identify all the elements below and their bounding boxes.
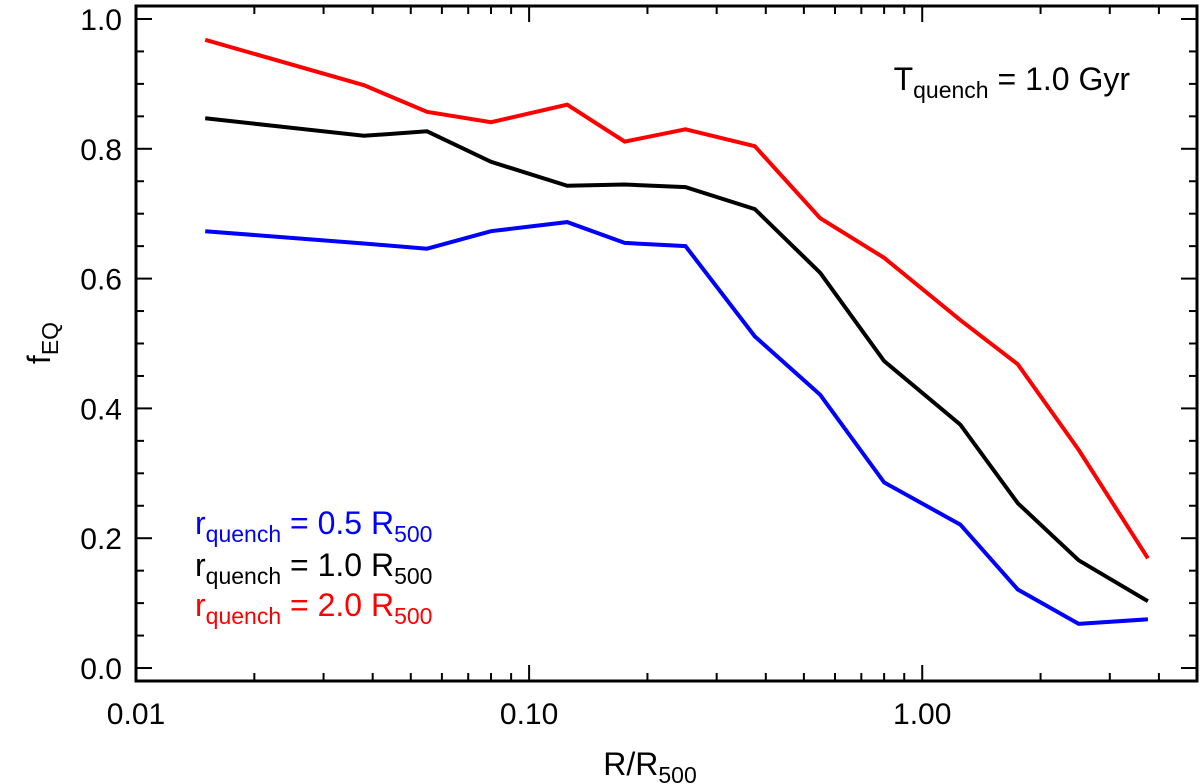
x-tick-label: 0.10 bbox=[500, 698, 558, 731]
y-tick-label: 0.6 bbox=[80, 264, 122, 297]
series-lines bbox=[204, 37, 1150, 626]
x-axis-label: R/R500 bbox=[603, 746, 696, 784]
legend-entry-red: rquench = 2.0 R500 bbox=[195, 587, 432, 629]
x-tick-label: 0.01 bbox=[107, 698, 165, 731]
series-line-blue bbox=[205, 220, 1149, 626]
y-tick-label: 1.0 bbox=[80, 4, 122, 37]
plot-frame bbox=[134, 4, 1199, 683]
tick-labels: 0.01 0.10 1.00 0.0 0.2 0.4 0.6 0.8 1.0 bbox=[80, 4, 951, 731]
series-line-black bbox=[204, 116, 1149, 603]
y-tick-label: 0.4 bbox=[80, 393, 122, 426]
legend-entry-black: rquench = 1.0 R500 bbox=[195, 547, 432, 589]
quench-time-annotation: Tquench = 1.0 Gyr bbox=[894, 61, 1131, 103]
x-tick-label: 1.00 bbox=[893, 698, 951, 731]
y-tick-label: 0.8 bbox=[80, 134, 122, 167]
y-tick-label: 0.0 bbox=[80, 653, 122, 686]
legend-entry-blue: rquench = 0.5 R500 bbox=[195, 505, 432, 547]
series-line-red bbox=[204, 37, 1150, 560]
y-tick-label: 0.2 bbox=[80, 523, 122, 556]
y-axis-label: fEQ bbox=[21, 322, 63, 364]
legend: rquench = 0.5 R500 rquench = 1.0 R500 rq… bbox=[195, 505, 432, 629]
